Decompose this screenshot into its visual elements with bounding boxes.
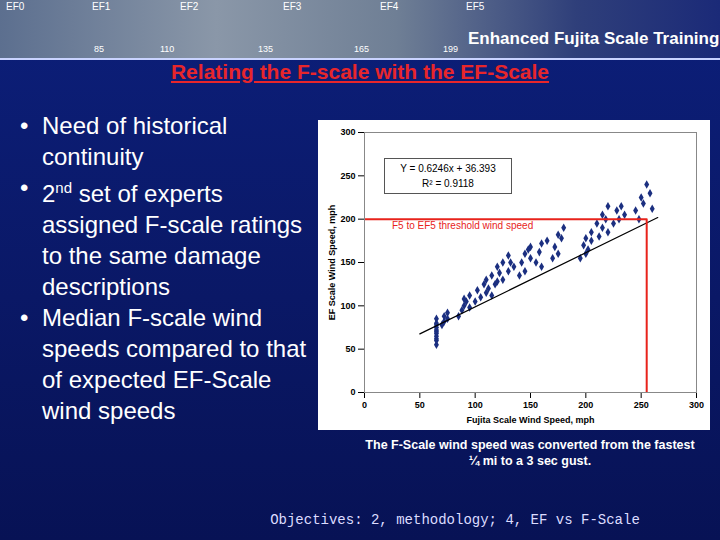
svg-text:50: 50 [415,400,425,410]
html-text:85: 85 [94,44,104,54]
html-text:Enhanced Fujita Scale Training: Enhanced Fujita Scale Training [468,29,720,48]
html-text:Objectives: 2, methodology; 4,: Objectives: 2, methodology; 4, EF vs F-S… [270,512,640,528]
svg-text:300: 300 [340,127,355,137]
svg-text:200: 200 [340,214,355,224]
html-text:135: 135 [258,44,273,54]
svg-text:100: 100 [340,301,355,311]
html-text:Y = 0.6246x + 36.393: Y = 0.6246x + 36.393 [400,163,496,174]
html-text:EF5: EF5 [466,1,485,12]
html-text:110: 110 [160,44,175,54]
svg-text:150: 150 [340,257,355,267]
svg-text:50: 50 [345,344,355,354]
svg-text:150: 150 [523,400,538,410]
html-text:Median F-scale wind speeds com: Median F-scale wind speeds compared to t… [42,304,307,424]
html-text:Need of historical continuity: Need of historical continuity [42,112,228,170]
svg-text:250: 250 [634,400,649,410]
svg-text:300: 300 [689,400,704,410]
html-text:EF1: EF1 [92,1,111,12]
html-text:2ndset of experts assigned F-s: 2ndset of experts assigned F-scale ratin… [42,179,303,300]
html-text:R² = 0.9118: R² = 0.9118 [422,178,474,189]
svg-text:EF Scale Wind Speed, mph: EF Scale Wind Speed, mph [327,205,337,320]
svg-text:Fujita Scale Wind Speed, mph: Fujita Scale Wind Speed, mph [467,415,595,425]
html-text:EF0: EF0 [6,1,25,12]
html-text:Relating the F-scale with the: Relating the F-scale with the EF-Scale [171,60,549,83]
html-text:199: 199 [443,44,458,54]
svg-text:250: 250 [340,171,355,181]
html-text:EF2: EF2 [180,1,199,12]
html-text:165: 165 [354,44,369,54]
svg-text:200: 200 [578,400,593,410]
svg-text:0: 0 [362,400,367,410]
html-text:The F-Scale wind speed was con: The F-Scale wind speed was converted fro… [365,438,695,468]
html-text:EF3: EF3 [283,1,302,12]
html-text:F5 to EF5 threshold wind speed: F5 to EF5 threshold wind speed [392,220,534,231]
svg-text:100: 100 [468,400,483,410]
svg-text:0: 0 [350,387,355,397]
html-text:EF4: EF4 [380,1,399,12]
